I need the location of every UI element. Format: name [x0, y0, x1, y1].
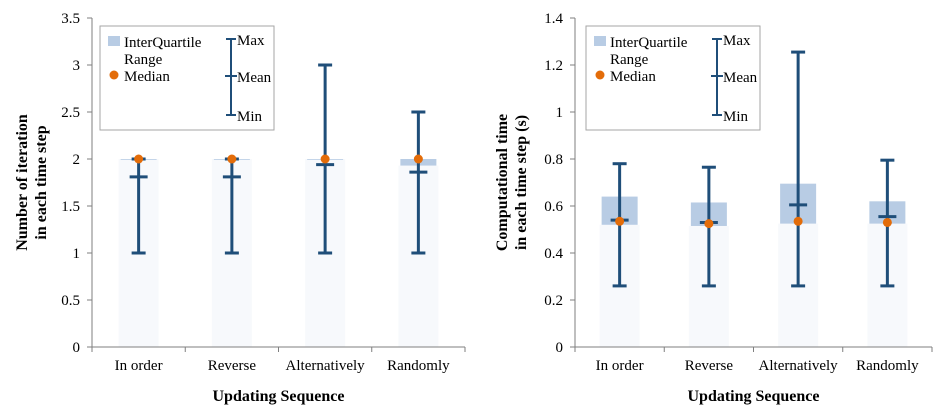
- legend-iqr-swatch: [594, 36, 606, 46]
- y-tick-label: 0.8: [544, 152, 563, 168]
- legend-box: [585, 25, 761, 131]
- legend-min-label: Min: [237, 109, 263, 125]
- legend-mean-label: Mean: [723, 70, 758, 86]
- x-tick-label: Randomly: [387, 358, 450, 374]
- x-tick-label: Randomly: [856, 358, 919, 374]
- y-tick-label: 0.5: [61, 293, 80, 309]
- y-axis-title-line-1: Computational time: [494, 114, 511, 251]
- median-point: [615, 216, 625, 226]
- median-point: [134, 154, 144, 164]
- x-axis-title: Updating Sequence: [687, 388, 819, 405]
- y-axis-title-line-2: in each time step (s): [513, 115, 530, 250]
- y-tick-label: 0.4: [544, 246, 563, 262]
- x-tick-label: Reverse: [208, 358, 257, 374]
- median-point: [793, 216, 803, 226]
- y-axis-title-line-1: Number of iteration: [14, 114, 31, 251]
- legend-iqr-label-line-1: InterQuartile: [124, 35, 202, 51]
- x-tick-label: In order: [596, 358, 644, 374]
- y-tick-label: 3: [73, 58, 81, 74]
- median-point: [413, 154, 423, 164]
- y-tick-label: 1.4: [544, 11, 563, 27]
- y-tick-label: 0: [73, 340, 81, 356]
- legend-median-swatch: [595, 70, 605, 80]
- x-tick-label: Alternatively: [759, 358, 839, 374]
- y-tick-label: 3.5: [61, 11, 80, 27]
- y-tick-label: 0.2: [544, 293, 563, 309]
- legend-iqr-swatch: [108, 36, 120, 46]
- x-tick-label: Alternatively: [286, 358, 366, 374]
- median-point: [320, 154, 330, 164]
- y-tick-label: 1: [556, 105, 564, 121]
- legend-iqr-label-line-1: InterQuartile: [610, 35, 688, 51]
- y-tick-label: 1.2: [544, 58, 563, 74]
- y-tick-label: 1.5: [61, 199, 80, 215]
- chart-1: 0 0.5 1 1.5 2 2.5 3 3.5 In order Reverse Alternati…: [14, 11, 466, 405]
- legend-max-label: Max: [237, 33, 265, 49]
- median-point: [882, 217, 892, 227]
- median-point: [704, 219, 714, 229]
- legend-iqr-label-line-2: Range: [124, 52, 163, 68]
- legend-mean-label: Mean: [237, 70, 272, 86]
- legend-box: [99, 25, 275, 131]
- y-tick-label: 1: [73, 246, 81, 262]
- chart-2: 0 0.2 0.4 0.6 0.8 1 1.2 1.4 In order Reverse Alter…: [494, 11, 933, 405]
- legend-max-label: Max: [723, 33, 751, 49]
- x-tick-label: In order: [115, 358, 163, 374]
- legend-iqr-label-line-2: Range: [610, 52, 649, 68]
- median-point: [227, 154, 237, 164]
- x-tick-label: Reverse: [685, 358, 734, 374]
- y-tick-label: 2: [73, 152, 81, 168]
- legend-min-label: Min: [723, 109, 749, 125]
- y-tick-label: 0.6: [544, 199, 563, 215]
- legend-median-label: Median: [610, 69, 656, 85]
- legend-median-swatch: [109, 70, 119, 80]
- y-tick-label: 2.5: [61, 105, 80, 121]
- x-axis-title: Updating Sequence: [212, 388, 344, 405]
- y-axis-title-line-2: in each time step: [33, 125, 50, 239]
- y-tick-label: 0: [556, 340, 564, 356]
- legend-median-label: Median: [124, 69, 170, 85]
